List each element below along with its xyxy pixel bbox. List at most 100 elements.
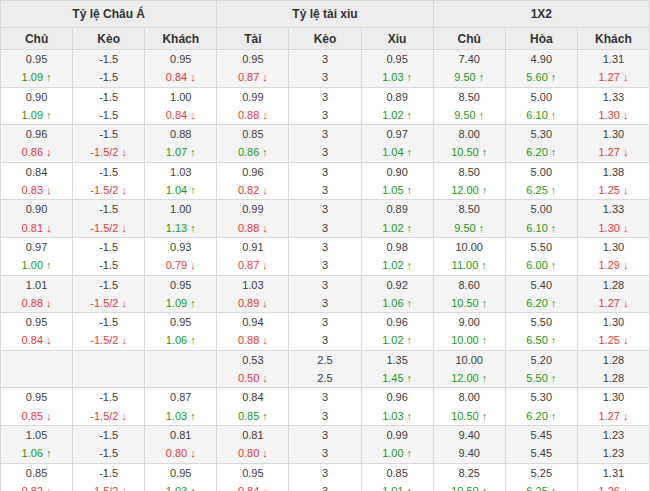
odds-cell: 0.840.83↓	[1, 162, 73, 200]
odds-cell: 8.509.50↑	[433, 87, 505, 125]
down-arrow-icon: ↓	[121, 146, 127, 158]
odds-opening-value: 8.50	[434, 200, 505, 218]
odds-opening-value: 0.81	[217, 426, 288, 444]
odds-cell	[73, 350, 145, 388]
odds-cell: 0.990.88↓	[217, 200, 289, 238]
odds-live-value: 1.03↑	[362, 68, 433, 86]
odds-live-value: 0.87↓	[217, 68, 288, 86]
odds-opening-value: 0.81	[145, 426, 216, 444]
odds-live-value: 1.09↑	[1, 68, 72, 86]
odds-opening-value: 0.95	[1, 50, 72, 68]
up-arrow-icon: ↑	[551, 485, 557, 491]
odds-opening-value: 0.93	[145, 238, 216, 256]
odds-opening-value: 0.95	[145, 464, 216, 482]
odds-opening-value: 5.30	[506, 125, 577, 143]
odds-cell: 0.891.02↑	[361, 200, 433, 238]
down-arrow-icon: ↓	[262, 485, 268, 491]
odds-cell: 0.921.06↑	[361, 275, 433, 313]
up-arrow-icon: ↑	[407, 410, 413, 422]
odds-cell: 0.991.00↑	[361, 425, 433, 463]
odds-live-value: 1.25↓	[578, 181, 649, 199]
up-arrow-icon: ↑	[407, 485, 413, 491]
odds-cell: 0.951.03↑	[361, 50, 433, 88]
odds-cell: 0.840.85↑	[217, 388, 289, 426]
odds-opening-value: 0.99	[362, 426, 433, 444]
odds-live-value: 10.50↑	[434, 407, 505, 425]
odds-opening-value	[73, 351, 144, 369]
odds-opening-value: 0.96	[362, 388, 433, 406]
column-header-ou-over: Tài	[217, 28, 289, 50]
down-arrow-icon: ↓	[46, 334, 52, 346]
odds-cell: 8.6010.50↑	[433, 275, 505, 313]
odds-cell: 8.0010.50↑	[433, 388, 505, 426]
odds-live-value: 1.09↑	[145, 294, 216, 312]
odds-cell: -1.5-1.5/2↓	[73, 125, 145, 163]
odds-cell: 1.030.89↓	[217, 275, 289, 313]
odds-live-value: 0.84↓	[217, 482, 288, 491]
odds-live-value: 1.13↑	[145, 219, 216, 237]
odds-live-value: 3	[289, 181, 360, 199]
up-arrow-icon: ↑	[479, 71, 485, 83]
odds-opening-value: -1.5	[73, 200, 144, 218]
odds-opening-value: 3	[289, 313, 360, 331]
odds-live-value: 1.23	[578, 444, 649, 462]
odds-cell: 1.301.27↓	[577, 125, 649, 163]
odds-cell: 33	[289, 237, 361, 275]
odds-cell: -1.5-1.5	[73, 425, 145, 463]
down-arrow-icon: ↓	[190, 259, 196, 271]
odds-live-value: 9.50↑	[434, 219, 505, 237]
up-arrow-icon: ↑	[407, 297, 413, 309]
odds-cell: 5.306.20↑	[505, 388, 577, 426]
odds-cell: -1.5-1.5	[73, 237, 145, 275]
odds-live-value: 0.79↓	[145, 256, 216, 274]
odds-opening-value: 8.00	[434, 125, 505, 143]
odds-cell: 8.2510.50↑	[433, 463, 505, 491]
odds-cell: 0.901.05↑	[361, 162, 433, 200]
odds-live-value: 6.00↑	[506, 256, 577, 274]
odds-live-value: 0.84↓	[145, 68, 216, 86]
up-arrow-icon: ↑	[407, 109, 413, 121]
odds-cell: 33	[289, 313, 361, 351]
odds-board: Tỷ lệ Châu Á Tỷ lệ tài xiu 1X2 Chủ Kèo K…	[0, 0, 650, 491]
odds-row: 0.950.85↓-1.5-1.5/2↓0.871.03↑0.840.85↑33…	[1, 388, 650, 426]
odds-opening-value: 3	[289, 276, 360, 294]
up-arrow-icon: ↑	[482, 297, 488, 309]
up-arrow-icon: ↑	[551, 410, 557, 422]
odds-live-value: 1.26↓	[578, 482, 649, 491]
odds-cell: 1.231.23	[577, 425, 649, 463]
odds-live-value: 0.84↓	[145, 106, 216, 124]
odds-opening-value: 3	[289, 88, 360, 106]
odds-live-value: 0.88↓	[1, 294, 72, 312]
odds-opening-value: 0.94	[217, 313, 288, 331]
odds-opening-value: 0.95	[217, 50, 288, 68]
odds-cell: 33	[289, 125, 361, 163]
odds-live-value: 11.00↑	[434, 256, 505, 274]
odds-opening-value: 5.50	[506, 238, 577, 256]
odds-live-value: 0.87↓	[217, 256, 288, 274]
up-arrow-icon: ↑	[407, 447, 413, 459]
odds-cell: 0.871.03↑	[145, 388, 217, 426]
odds-table: Tỷ lệ Châu Á Tỷ lệ tài xiu 1X2 Chủ Kèo K…	[0, 0, 650, 491]
odds-opening-value: 10.00	[434, 238, 505, 256]
odds-cell: 1.000.84↓	[145, 87, 217, 125]
odds-live-value: 1.07↑	[145, 143, 216, 161]
odds-live-value: 9.50↑	[434, 106, 505, 124]
odds-opening-value: 0.90	[362, 163, 433, 181]
odds-live-value: 1.27↓	[578, 294, 649, 312]
odds-opening-value: 0.95	[217, 464, 288, 482]
odds-opening-value: 8.50	[434, 163, 505, 181]
odds-cell: 0.951.09↑	[1, 50, 73, 88]
odds-opening-value: 0.92	[362, 276, 433, 294]
up-arrow-icon: ↑	[190, 410, 196, 422]
odds-opening-value: 3	[289, 163, 360, 181]
odds-live-value	[73, 369, 144, 387]
odds-live-value: 1.04↑	[362, 143, 433, 161]
odds-opening-value: 10.00	[434, 351, 505, 369]
up-arrow-icon: ↑	[551, 71, 557, 83]
odds-cell: 0.951.06↑	[145, 313, 217, 351]
up-arrow-icon: ↑	[407, 71, 413, 83]
down-arrow-icon: ↓	[623, 259, 629, 271]
odds-opening-value: 1.28	[578, 276, 649, 294]
odds-live-value: 1.30↓	[578, 106, 649, 124]
odds-cell: 0.530.50↓	[217, 350, 289, 388]
